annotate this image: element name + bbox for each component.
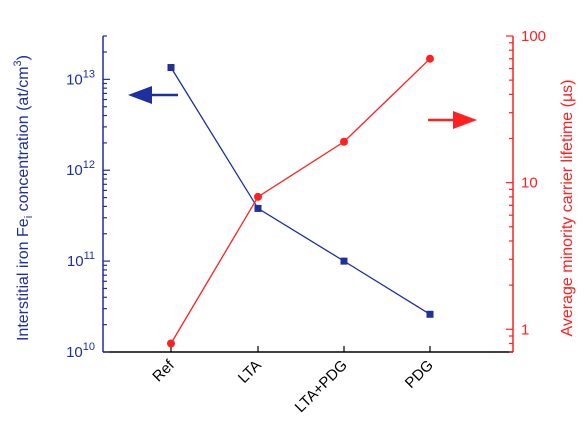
series-left [167, 64, 434, 318]
axes [102, 35, 514, 353]
right-tick-label: 100 [521, 28, 546, 45]
arrow-left-icon [128, 86, 178, 104]
data-point [340, 137, 348, 146]
arrow-head [128, 86, 152, 104]
right-axis-title: Average minority carrier lifetime (µs) [559, 80, 576, 337]
x-tick-label: LTA+PDG [292, 357, 351, 416]
data-point [254, 192, 262, 201]
data-point [167, 339, 175, 348]
labels-layer: 1010 1011 1012 1013 1 10 100 Ref LTA LTA+PDG PDG In… [12, 28, 576, 416]
series-right [167, 54, 434, 348]
left-tick-label: 1011 [67, 250, 95, 270]
x-tick-label: Ref [149, 356, 178, 385]
right-tick-label: 1 [521, 321, 529, 338]
data-point [254, 204, 262, 212]
data-point [426, 310, 434, 318]
left-tick-label: 1012 [66, 159, 95, 179]
right-tick-label: 10 [521, 175, 538, 192]
arrow-right-icon [428, 111, 477, 129]
data-point [426, 54, 434, 63]
data-point [340, 257, 348, 265]
series-line [170, 58, 431, 344]
x-tick-label: PDG [402, 357, 437, 392]
arrow-head [453, 111, 477, 129]
series-layer [167, 54, 434, 348]
x-tick-label: LTA [235, 357, 265, 387]
left-tick-label: 1013 [66, 68, 95, 88]
left-axis-title: Interstitial iron Fei concentration (at/… [12, 55, 35, 341]
data-point [167, 64, 175, 72]
left-tick-label: 1010 [66, 341, 95, 361]
series-line [170, 67, 431, 315]
